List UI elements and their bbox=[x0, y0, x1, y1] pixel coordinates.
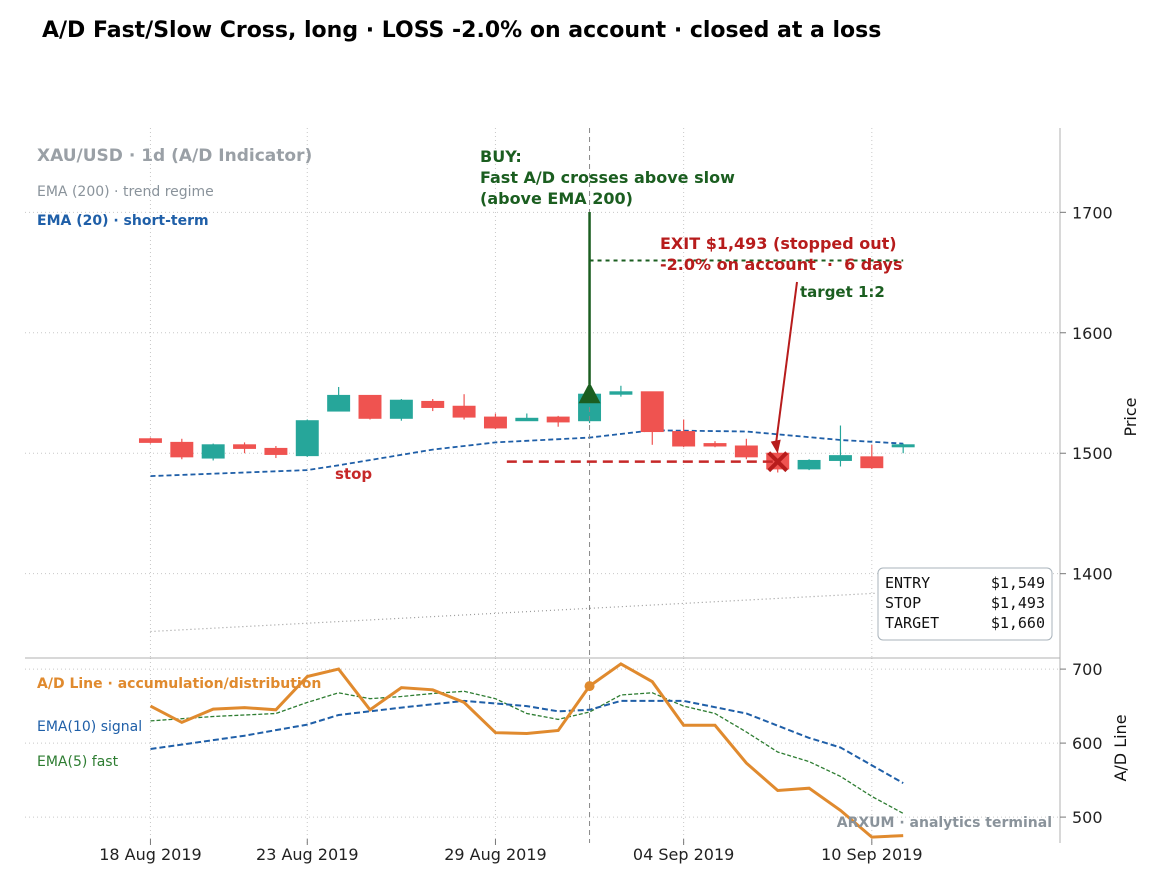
exit-arrow-head bbox=[770, 439, 781, 454]
x-tick-label: 23 Aug 2019 bbox=[256, 845, 359, 864]
legend-ema200: EMA (200) · trend regime bbox=[37, 184, 214, 200]
candle-body bbox=[860, 456, 884, 469]
legend-ema10: EMA(10) signal bbox=[37, 719, 142, 735]
exit-arrow-shaft bbox=[774, 281, 798, 446]
buy-marker bbox=[578, 382, 601, 404]
ema5-line bbox=[150, 690, 904, 814]
legend-ema5: EMA(5) fast bbox=[37, 754, 119, 770]
candle-body bbox=[295, 420, 319, 457]
labels: XAU/USD · 1d (A/D Indicator) EMA (200) · … bbox=[37, 146, 1053, 831]
candle-body bbox=[389, 399, 413, 419]
candle-body bbox=[797, 459, 821, 470]
ad-line bbox=[149, 662, 904, 839]
y-tick-label: 700 bbox=[1072, 660, 1103, 679]
y-tick-label: 600 bbox=[1072, 734, 1103, 753]
candle-body bbox=[170, 441, 194, 458]
ad-series bbox=[149, 662, 904, 839]
candle-body bbox=[327, 394, 351, 412]
info-value: $1,660 bbox=[991, 614, 1045, 632]
buy-annotation: BUY: bbox=[480, 147, 522, 166]
ema10-line bbox=[150, 699, 904, 784]
ema200-line bbox=[150, 591, 904, 633]
y-tick-label: 500 bbox=[1072, 808, 1103, 827]
candle-body bbox=[609, 391, 633, 395]
price-series bbox=[150, 429, 904, 633]
candle-body bbox=[515, 417, 539, 422]
y-tick-label: 1400 bbox=[1072, 565, 1113, 584]
chart-title: A/D Fast/Slow Cross, long · LOSS -2.0% o… bbox=[42, 18, 882, 43]
exit-marker bbox=[767, 451, 789, 473]
candle-body bbox=[358, 394, 382, 419]
candle-body bbox=[546, 416, 570, 423]
axes: 1400 1500 1600 1700 500 600 700 Price A/D Line 18… bbox=[25, 128, 1140, 864]
stop-label: stop bbox=[335, 465, 372, 483]
info-label: ENTRY bbox=[885, 574, 930, 592]
candle-body bbox=[264, 447, 288, 455]
candle-body bbox=[734, 445, 758, 458]
price-grid bbox=[25, 128, 1060, 658]
y-axis-label: Price bbox=[1121, 397, 1140, 436]
info-label: STOP bbox=[885, 594, 921, 612]
x-tick-label: 04 Sep 2019 bbox=[633, 845, 734, 864]
cross-marker bbox=[584, 681, 595, 692]
y-axis-label: A/D Line bbox=[1111, 714, 1130, 781]
panel-title: XAU/USD · 1d (A/D Indicator) bbox=[37, 146, 312, 166]
info-box bbox=[877, 567, 1053, 641]
trade-overlay bbox=[506, 128, 904, 843]
watermark: ARXUM · analytics terminal bbox=[837, 815, 1052, 831]
candle-body bbox=[452, 405, 476, 418]
target-label: target 1:2 bbox=[800, 283, 885, 301]
candle-body bbox=[891, 444, 915, 448]
exit-annotation: -2.0% on account · 6 days bbox=[660, 255, 903, 274]
x-tick-label: 10 Sep 2019 bbox=[821, 845, 922, 864]
ema20-line bbox=[150, 429, 904, 477]
candle-body bbox=[703, 443, 727, 447]
legend-ema20: EMA (20) · short-term bbox=[37, 213, 209, 229]
info-value: $1,549 bbox=[991, 574, 1045, 592]
y-tick-label: 1600 bbox=[1072, 324, 1113, 343]
candles bbox=[138, 385, 915, 473]
candle-body bbox=[640, 391, 664, 433]
candle-body bbox=[201, 444, 225, 459]
candle-body bbox=[672, 431, 696, 447]
buy-annotation: Fast A/D crosses above slow bbox=[480, 168, 735, 187]
buy-annotation: (above EMA 200) bbox=[480, 189, 633, 208]
candle-body bbox=[828, 455, 852, 461]
info-value: $1,493 bbox=[991, 594, 1045, 612]
candle-body bbox=[138, 438, 162, 443]
candle-body bbox=[421, 400, 445, 408]
candle-body bbox=[233, 444, 257, 449]
y-tick-label: 1500 bbox=[1072, 444, 1113, 463]
candle-body bbox=[483, 416, 507, 429]
x-tick-label: 18 Aug 2019 bbox=[99, 845, 202, 864]
x-tick-label: 29 Aug 2019 bbox=[444, 845, 547, 864]
info-label: TARGET bbox=[885, 614, 939, 632]
legend-ad-line: A/D Line · accumulation/distribution bbox=[37, 676, 321, 692]
exit-annotation: EXIT $1,493 (stopped out) bbox=[660, 234, 897, 253]
y-tick-label: 1700 bbox=[1072, 203, 1113, 222]
